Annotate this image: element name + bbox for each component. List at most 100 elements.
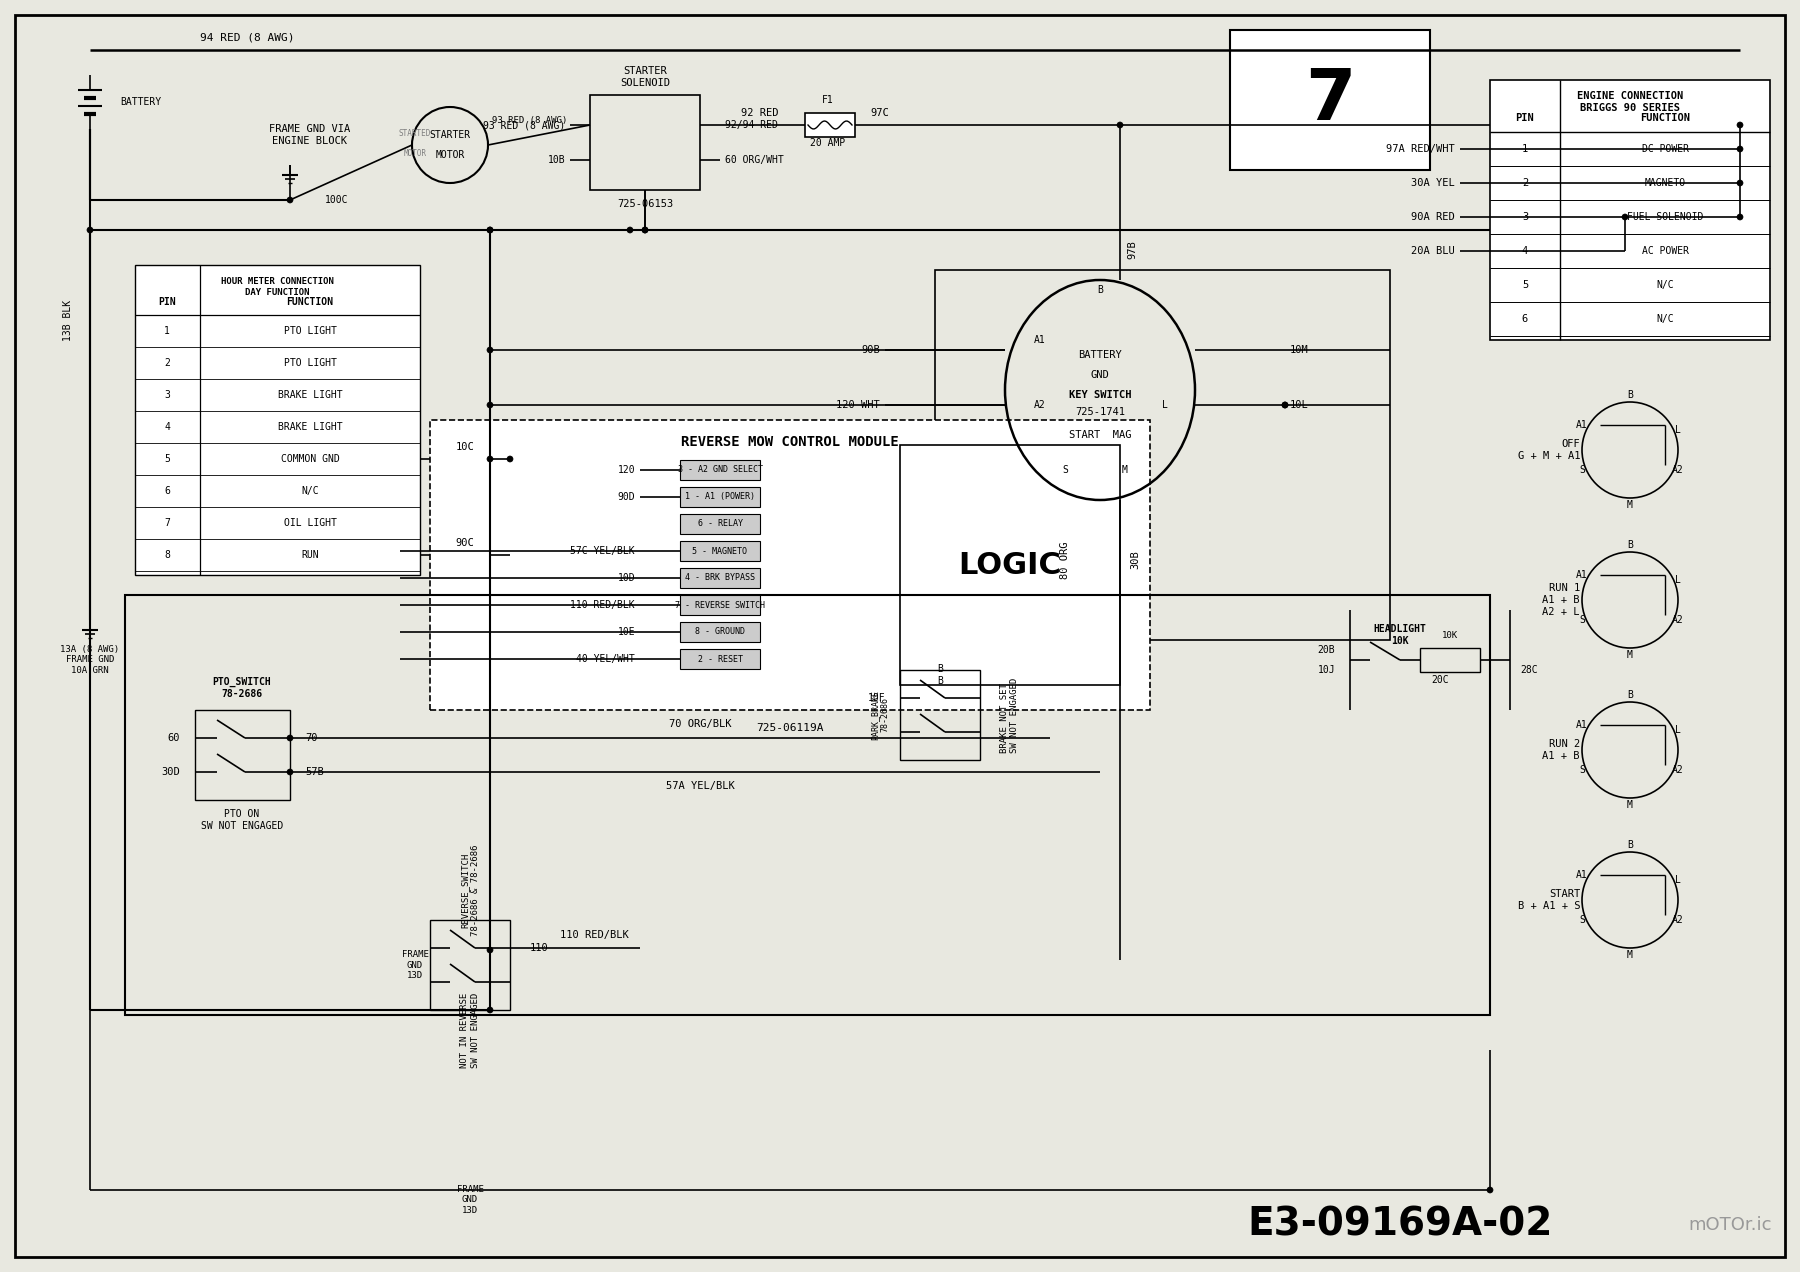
- Text: PTO LIGHT: PTO LIGHT: [284, 326, 337, 336]
- Text: 92/94 RED: 92/94 RED: [725, 120, 778, 130]
- Text: 92 RED: 92 RED: [742, 108, 779, 118]
- Circle shape: [488, 402, 493, 408]
- Text: FRAME
GND
13D: FRAME GND 13D: [457, 1186, 484, 1215]
- Circle shape: [1737, 181, 1742, 186]
- Text: F1: F1: [823, 95, 833, 106]
- Text: 80 ORG: 80 ORG: [1060, 542, 1069, 579]
- Text: 57A YEL/BLK: 57A YEL/BLK: [666, 781, 734, 791]
- Text: 1: 1: [164, 326, 169, 336]
- Text: B: B: [1627, 391, 1633, 399]
- Text: 7: 7: [164, 518, 169, 528]
- Circle shape: [86, 226, 94, 233]
- Text: 1 - A1 (POWER): 1 - A1 (POWER): [686, 492, 754, 501]
- Text: L: L: [1163, 399, 1168, 410]
- Text: 4 - BRK BYPASS: 4 - BRK BYPASS: [686, 574, 754, 583]
- Text: 93 RED (8 AWG): 93 RED (8 AWG): [482, 120, 565, 130]
- Text: B: B: [1627, 840, 1633, 850]
- Text: DC POWER: DC POWER: [1642, 144, 1688, 154]
- Bar: [430, 920, 509, 1010]
- Circle shape: [1737, 122, 1742, 128]
- Text: 100C: 100C: [326, 195, 349, 205]
- Text: 2: 2: [164, 357, 169, 368]
- Text: 30A YEL: 30A YEL: [1411, 178, 1454, 188]
- Text: FUEL SOLENOID: FUEL SOLENOID: [1627, 212, 1703, 223]
- Text: 60: 60: [167, 733, 180, 743]
- Bar: [124, 595, 1490, 1015]
- Bar: [680, 649, 760, 669]
- Text: B: B: [1627, 689, 1633, 700]
- Text: S: S: [1579, 764, 1586, 775]
- Circle shape: [286, 735, 293, 742]
- Text: E3-09169A-02: E3-09169A-02: [1247, 1206, 1553, 1244]
- Bar: [1420, 647, 1480, 672]
- Bar: [1490, 80, 1769, 340]
- Text: START  MAG: START MAG: [1069, 430, 1130, 440]
- Text: 725-06119A: 725-06119A: [756, 722, 824, 733]
- Bar: [680, 622, 760, 642]
- Text: A1: A1: [1035, 335, 1046, 345]
- Text: LOGIC: LOGIC: [959, 551, 1062, 580]
- Text: 5 - MAGNETO: 5 - MAGNETO: [693, 547, 747, 556]
- Text: REVERSE MOW CONTROL MODULE: REVERSE MOW CONTROL MODULE: [680, 435, 898, 449]
- Text: A2: A2: [1672, 764, 1683, 775]
- Text: mOTOr.ic: mOTOr.ic: [1688, 1216, 1771, 1234]
- Text: A1: A1: [1577, 870, 1588, 880]
- Text: 10M: 10M: [1291, 345, 1309, 355]
- Text: PTO LIGHT: PTO LIGHT: [284, 357, 337, 368]
- Text: 13B BLK: 13B BLK: [63, 299, 74, 341]
- Text: 5: 5: [164, 454, 169, 464]
- Text: BATTERY: BATTERY: [121, 97, 162, 107]
- Text: 20A BLU: 20A BLU: [1411, 245, 1454, 256]
- Text: A2: A2: [1672, 466, 1683, 474]
- Text: OFF
G + M + A1: OFF G + M + A1: [1517, 439, 1580, 460]
- Bar: [430, 420, 1150, 710]
- Text: 10C: 10C: [455, 441, 475, 452]
- Text: MOTOR: MOTOR: [403, 149, 427, 158]
- Text: 28C: 28C: [1519, 665, 1537, 675]
- Text: REVERSE_SWITCH
78-2686 & 78-2686: REVERSE_SWITCH 78-2686 & 78-2686: [461, 845, 479, 936]
- Text: 10J: 10J: [1318, 665, 1336, 675]
- Circle shape: [1282, 402, 1289, 408]
- Text: B: B: [1096, 285, 1103, 295]
- Text: S: S: [1579, 915, 1586, 925]
- Circle shape: [643, 226, 648, 233]
- Text: RUN: RUN: [301, 550, 319, 560]
- Bar: [680, 541, 760, 561]
- Text: 6: 6: [1521, 314, 1528, 324]
- Text: 60 ORG/WHT: 60 ORG/WHT: [725, 155, 783, 165]
- Text: 10L: 10L: [1291, 399, 1309, 410]
- Text: M: M: [1627, 500, 1633, 510]
- Text: KEY SWITCH: KEY SWITCH: [1069, 391, 1130, 399]
- Text: 97C: 97C: [869, 108, 889, 118]
- Text: 725-06153: 725-06153: [617, 198, 673, 209]
- Text: A2: A2: [1035, 399, 1046, 410]
- Text: A1: A1: [1577, 720, 1588, 730]
- Text: PARK_BRAKE
78-2686: PARK_BRAKE 78-2686: [871, 689, 889, 740]
- Text: FUNCTION: FUNCTION: [1640, 113, 1690, 123]
- Text: 94 RED (8 AWG): 94 RED (8 AWG): [200, 33, 295, 43]
- Text: OIL LIGHT: OIL LIGHT: [284, 518, 337, 528]
- Text: 10B: 10B: [547, 155, 565, 165]
- Text: 3: 3: [1521, 212, 1528, 223]
- Text: S: S: [1579, 466, 1586, 474]
- Text: M: M: [1627, 800, 1633, 810]
- Text: BRAKE NOT SET
SW NOT ENGAGED: BRAKE NOT SET SW NOT ENGAGED: [1001, 678, 1019, 753]
- Text: N/C: N/C: [1656, 280, 1674, 290]
- Text: 2: 2: [1521, 178, 1528, 188]
- Bar: [900, 445, 1120, 686]
- Text: S: S: [1062, 466, 1067, 474]
- Circle shape: [643, 226, 648, 233]
- Text: 10K: 10K: [1442, 631, 1458, 641]
- Text: RUN 1
A1 + B
A2 + L: RUN 1 A1 + B A2 + L: [1543, 584, 1580, 617]
- Text: STARTER: STARTER: [430, 130, 470, 140]
- Text: FRAME GND VIA
ENGINE BLOCK: FRAME GND VIA ENGINE BLOCK: [270, 125, 351, 146]
- Text: MAGNETO: MAGNETO: [1645, 178, 1685, 188]
- Text: 10D: 10D: [617, 572, 635, 583]
- Text: 90C: 90C: [455, 538, 475, 548]
- Text: NOT IN REVERSE
SW NOT ENGAGED: NOT IN REVERSE SW NOT ENGAGED: [461, 992, 479, 1067]
- Text: 4: 4: [164, 422, 169, 432]
- Bar: [900, 670, 979, 759]
- Text: BATTERY: BATTERY: [1078, 350, 1121, 360]
- Circle shape: [488, 946, 493, 953]
- Text: STARTED: STARTED: [400, 128, 432, 137]
